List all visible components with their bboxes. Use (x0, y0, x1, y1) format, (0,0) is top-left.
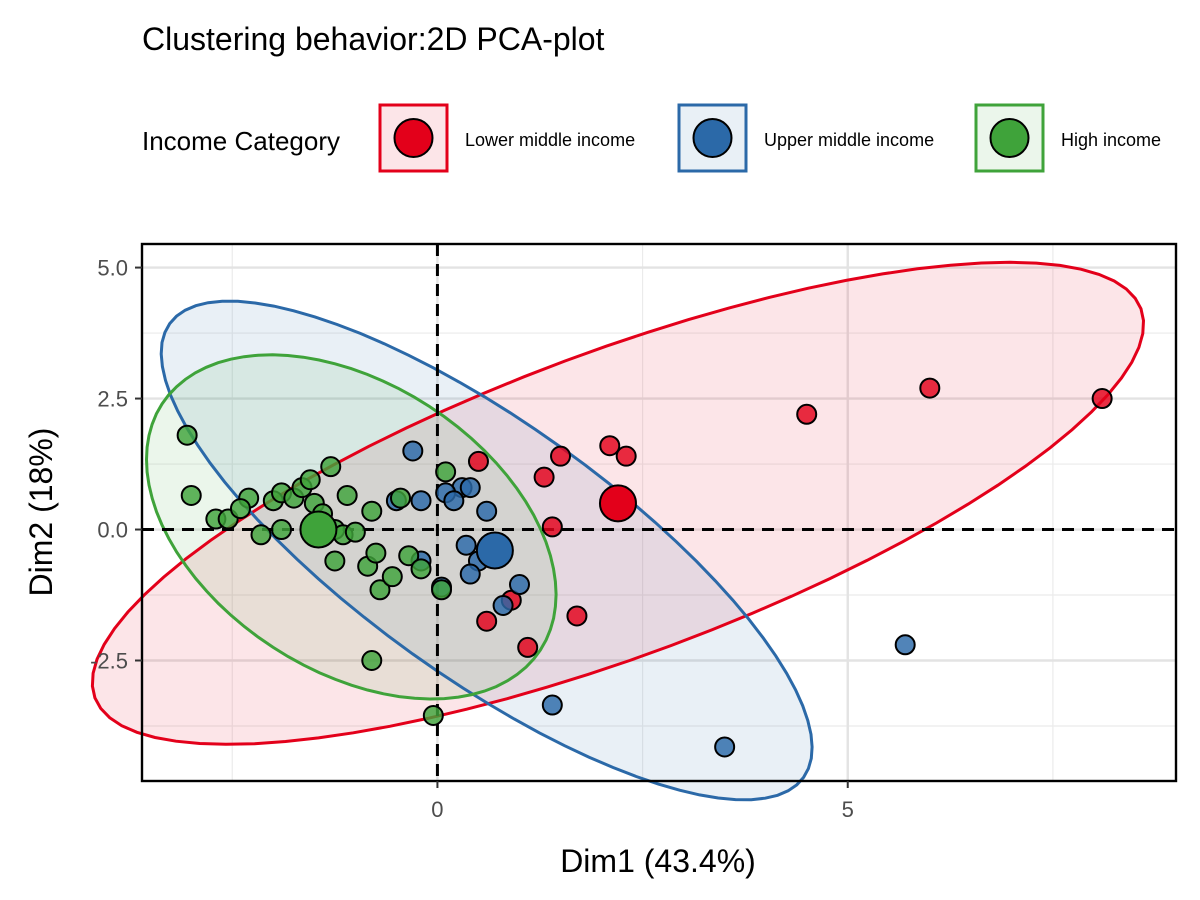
data-point (919, 377, 941, 399)
data-point (714, 736, 736, 758)
data-point (508, 574, 530, 596)
data-point (431, 579, 453, 601)
confidence-ellipse (159, 299, 814, 802)
y-tick-label: 0.0 (97, 518, 128, 543)
y-tick-label: 2.5 (97, 387, 128, 412)
x-tick-label: 0 (431, 797, 443, 822)
data-point (369, 579, 391, 601)
data-point (541, 516, 563, 538)
legend-title: Income Category (142, 126, 340, 156)
chart-title: Clustering behavior:2D PCA-plot (142, 21, 605, 57)
data-point (410, 490, 432, 512)
y-axis-title: Dim2 (18%) (23, 428, 59, 597)
plot-area (90, 242, 1178, 802)
centroid-point (475, 531, 514, 570)
data-point (344, 521, 366, 543)
legend-label: Lower middle income (465, 130, 635, 150)
data-point (336, 484, 358, 506)
data-point (533, 466, 555, 488)
data-point (361, 500, 383, 522)
data-point (402, 440, 424, 462)
x-tick-label: 5 (842, 797, 854, 822)
data-point (422, 705, 444, 727)
data-point (180, 484, 202, 506)
data-point (324, 550, 346, 572)
data-point (615, 445, 637, 467)
panel-border (140, 242, 1178, 783)
legend-key-marker (692, 118, 733, 158)
data-point (566, 605, 588, 627)
legend-label: Upper middle income (764, 130, 934, 150)
data-point (365, 542, 387, 564)
data-point (455, 534, 477, 556)
data-point (410, 558, 432, 580)
data-point (476, 500, 498, 522)
data-point (320, 456, 342, 478)
data-point (459, 477, 481, 499)
data-point (476, 610, 498, 632)
y-axis: 5.0 2.5 0.0 -2.5 (90, 256, 142, 674)
data-point (271, 519, 293, 541)
data-point (467, 450, 489, 472)
data-point (229, 498, 251, 520)
x-axis-title: Dim1 (43.4%) (560, 843, 756, 879)
centroid-point (299, 510, 338, 549)
y-tick-label: 5.0 (97, 256, 128, 281)
data-point (599, 435, 621, 457)
data-point (550, 445, 572, 467)
data-point (361, 650, 383, 672)
legend-label: High income (1061, 130, 1161, 150)
confidence-ellipse (144, 353, 558, 701)
legend-key-marker (989, 118, 1030, 158)
legend-key-marker (393, 118, 434, 158)
data-point (796, 403, 818, 425)
data-point (299, 469, 321, 491)
data-point (443, 490, 465, 512)
data-point (541, 694, 563, 716)
data-point (517, 636, 539, 658)
data-point (398, 545, 420, 567)
data-point (1091, 388, 1113, 410)
data-point (390, 487, 411, 509)
centroid-point (598, 484, 637, 523)
data-point (435, 461, 457, 483)
legend-key-box (378, 103, 449, 173)
data-point (176, 424, 198, 446)
data-point (250, 524, 272, 546)
data-point (492, 594, 514, 616)
data-point (894, 634, 916, 656)
y-tick-label: -2.5 (90, 649, 128, 674)
legend: Income Category Lower middle income Upper… (142, 103, 1161, 173)
data-point (459, 563, 481, 585)
data-point (381, 566, 403, 588)
